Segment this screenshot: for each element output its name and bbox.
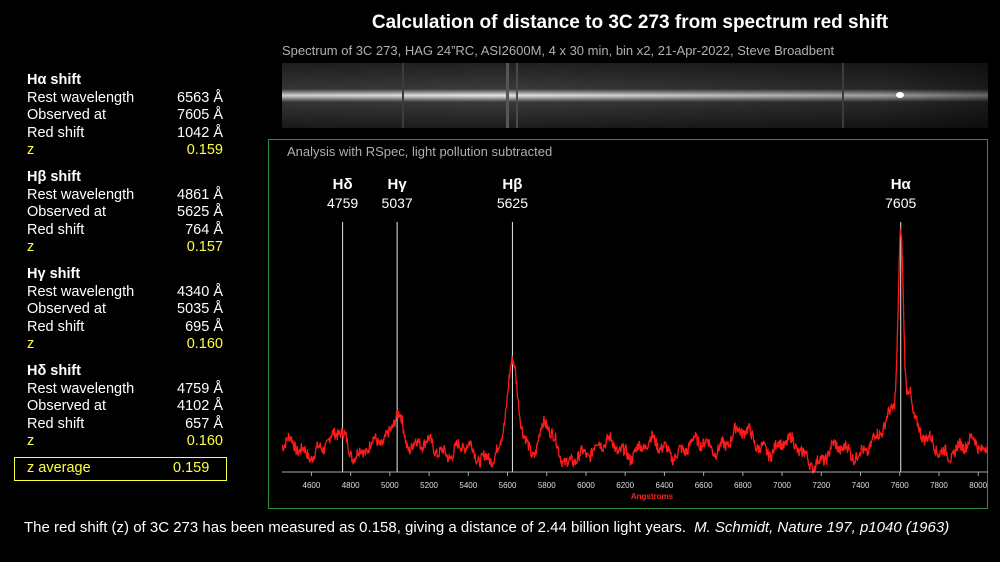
- z-average-label: z average: [27, 460, 91, 476]
- x-axis-label: Angstroms: [631, 492, 674, 501]
- emission-line-wavelength: 5625: [497, 195, 528, 211]
- x-tick-label: 4800: [342, 481, 360, 490]
- observation-subtitle: Spectrum of 3C 273, HAG 24”RC, ASI2600M,…: [282, 43, 835, 58]
- z-average-box: [14, 457, 227, 481]
- emission-line-wavelength: 7605: [885, 195, 916, 211]
- shift-row-value: 657 Å: [185, 415, 223, 432]
- spectrum-chart: 4600 4800 5000 5200 5400 5600 5800 6000 6200 6400…: [282, 176, 988, 501]
- z-label: z: [27, 336, 35, 352]
- z-label: z: [27, 239, 35, 255]
- x-tick-label: 5000: [381, 481, 399, 490]
- shift-row-label: Red shift: [27, 318, 85, 335]
- z-label: z: [27, 433, 35, 449]
- x-tick-label: 4600: [303, 481, 321, 490]
- emission-line-name: Hβ: [502, 176, 522, 193]
- shift-row-value: 4102 Å: [177, 398, 223, 414]
- shift-row-label: Rest wavelength: [27, 283, 135, 300]
- emission-line-name: Hα: [891, 176, 912, 193]
- analysis-caption: Analysis with RSpec, light pollution sub…: [287, 144, 553, 159]
- footer-text: The red shift (z) of 3C 273 has been mea…: [24, 519, 949, 536]
- shift-heading: Hβ shift: [27, 169, 81, 185]
- shift-heading: Hδ shift: [27, 363, 81, 379]
- shift-row-label: Observed at: [27, 204, 106, 220]
- z-value: 0.157: [186, 239, 223, 255]
- x-tick-label: 8000: [969, 481, 987, 490]
- shift-row-label: Red shift: [27, 221, 85, 238]
- x-tick-label: 7400: [852, 481, 870, 490]
- shift-row-value: 5625 Å: [177, 204, 223, 220]
- emission-line-wavelength: 4759: [327, 195, 358, 211]
- shift-row-value: 4340 Å: [177, 283, 223, 300]
- footer-statement: The red shift (z) of 3C 273 has been mea…: [24, 519, 687, 536]
- shift-row-value: 7605 Å: [177, 107, 223, 123]
- x-tick-label: 6800: [734, 481, 752, 490]
- z-value: 0.160: [186, 433, 223, 449]
- x-tick-label: 5400: [459, 481, 477, 490]
- z-value: 0.160: [186, 336, 223, 352]
- shift-row-label: Red shift: [27, 415, 85, 432]
- z-label: z: [27, 142, 35, 158]
- x-tick-label: 7000: [773, 481, 791, 490]
- x-tick-label: 7200: [812, 481, 830, 490]
- shift-heading: Hγ shift: [27, 266, 81, 282]
- z-value: 0.159: [186, 142, 223, 158]
- shift-row-label: Red shift: [27, 124, 85, 141]
- footer-citation: M. Schmidt, Nature 197, p1040 (1963): [694, 519, 950, 536]
- x-tick-label: 5600: [499, 481, 517, 490]
- emission-line-name: Hδ: [333, 176, 353, 193]
- emission-line-name: Hγ: [388, 176, 408, 193]
- shift-heading: Hα shift: [27, 72, 82, 88]
- shift-row-label: Rest wavelength: [27, 186, 135, 203]
- shift-row-value: 695 Å: [185, 318, 223, 335]
- emission-line-wavelength: 5037: [382, 195, 413, 211]
- shift-row-label: Rest wavelength: [27, 380, 135, 397]
- shift-row-label: Observed at: [27, 398, 106, 414]
- x-tick-label: 6000: [577, 481, 595, 490]
- shift-row-value: 4861 Å: [177, 186, 223, 203]
- x-tick-label: 6400: [656, 481, 674, 490]
- x-tick-label: 6200: [616, 481, 634, 490]
- z-average-value: 0.159: [173, 460, 210, 476]
- shift-row-value: 6563 Å: [177, 89, 223, 106]
- shift-row-value: 1042 Å: [177, 124, 223, 141]
- x-tick-label: 6600: [695, 481, 713, 490]
- shift-row-value: 5035 Å: [177, 301, 223, 317]
- x-tick-label: 7600: [891, 481, 909, 490]
- spectrum-strip-image: [282, 63, 988, 128]
- shift-row-value: 4759 Å: [177, 380, 223, 397]
- shift-row-value: 764 Å: [185, 221, 223, 238]
- x-tick-label: 5800: [538, 481, 556, 490]
- spectrum-series-line: [282, 228, 988, 474]
- x-tick-label: 5200: [420, 481, 438, 490]
- analysis-panel: [268, 139, 988, 509]
- shift-row-label: Rest wavelength: [27, 89, 135, 106]
- shift-row-label: Observed at: [27, 301, 106, 317]
- x-tick-label: 7800: [930, 481, 948, 490]
- page-title: Calculation of distance to 3C 273 from s…: [371, 12, 889, 33]
- shift-row-label: Observed at: [27, 107, 106, 123]
